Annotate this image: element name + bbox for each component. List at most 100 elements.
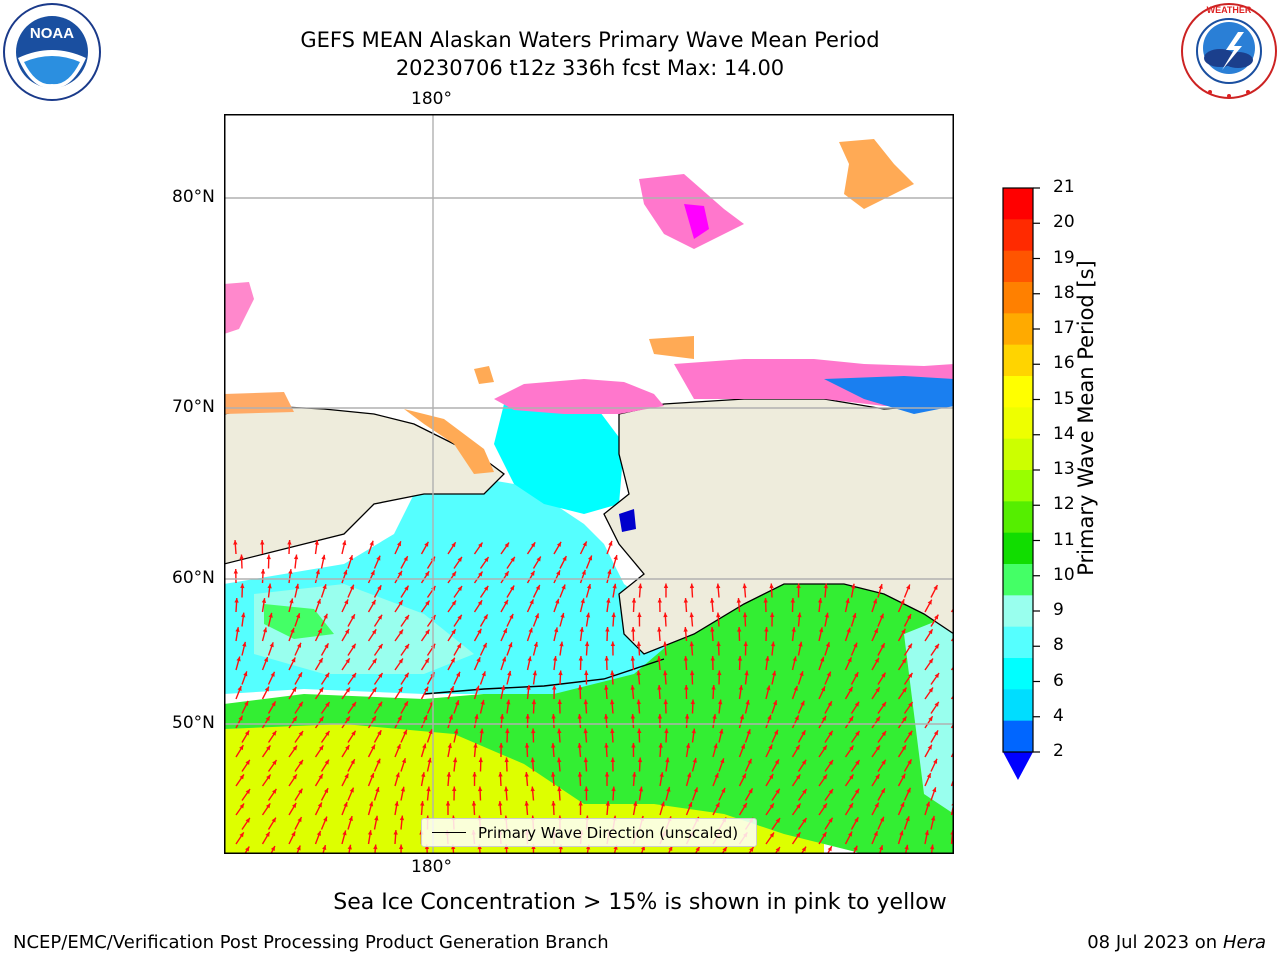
wave-arrow-head: [378, 672, 383, 678]
wave-arrow-head: [902, 687, 907, 693]
wave-arrow-head: [817, 598, 823, 603]
wave-arrow-head: [775, 818, 781, 823]
wave-arrow-head: [795, 774, 801, 780]
wave-arrow-head: [424, 571, 430, 577]
wave-arrow-head: [849, 745, 854, 751]
wave-arrow-head: [271, 701, 276, 707]
wave-arrow-head: [854, 672, 859, 678]
map-panel: [224, 114, 954, 854]
wave-arrow-head: [404, 614, 409, 620]
wave-arrow-head: [498, 801, 503, 806]
wave-arrow-head: [530, 757, 535, 763]
wave-arrow-head: [605, 801, 610, 806]
wave-arrow-head: [792, 656, 797, 662]
wave-arrow-head: [551, 801, 556, 806]
wave-arrow-head: [584, 641, 590, 647]
wave-arrow-head: [695, 846, 700, 852]
wave-arrow-head: [498, 743, 504, 748]
wave-arrow-head: [606, 598, 611, 603]
colorbar-cell: [1003, 720, 1033, 753]
wave-arrow-head: [236, 656, 241, 662]
wave-arrow-head: [742, 612, 748, 618]
wave-arrow-head: [855, 730, 860, 736]
wave-arrow-head: [767, 714, 772, 720]
wave-arrow-head: [560, 612, 565, 618]
wave-arrow-head: [659, 772, 664, 778]
wave-arrow-head: [480, 699, 485, 705]
wave-arrow-head: [242, 641, 247, 647]
wave-arrow-head: [827, 846, 832, 852]
wave-arrow-head: [509, 585, 515, 591]
wave-arrow-head: [296, 613, 301, 619]
wave-arrow-head: [928, 687, 933, 693]
wave-arrow-head: [351, 730, 356, 736]
wave-arrow-head: [775, 788, 780, 794]
wave-arrow-head: [583, 699, 588, 705]
wave-arrow-head: [422, 743, 427, 749]
wave-arrow-head: [900, 802, 905, 808]
wave-arrow-head: [851, 583, 856, 589]
wave-arrow-head: [931, 815, 936, 821]
wave-arrow-head: [526, 685, 531, 690]
wave-arrow-head: [372, 687, 377, 693]
map-border: [224, 114, 954, 854]
wave-arrow-head: [578, 801, 583, 806]
wave-arrow-head: [498, 772, 503, 777]
wave-arrow-head: [584, 786, 589, 792]
colorbar-cell: [1003, 470, 1033, 502]
wave-arrow-head: [610, 670, 615, 676]
wave-arrow-head: [584, 670, 589, 676]
wave-arrow-head: [744, 670, 749, 676]
wave-arrow-head: [533, 641, 538, 647]
wave-arrow-head: [265, 716, 270, 722]
colorbar-cell: [1003, 313, 1033, 346]
wave-arrow-head: [557, 728, 562, 734]
wave-arrow-head: [239, 832, 244, 838]
wave-arrow-head: [771, 670, 777, 676]
wave-arrow-head: [288, 569, 293, 574]
wave-arrow-head: [774, 759, 779, 765]
legend-line-swatch: [432, 832, 466, 833]
wave-arrow-head: [524, 772, 529, 777]
wave-arrow-head: [663, 641, 668, 647]
wave-arrow-head: [244, 730, 250, 736]
wave-arrow-head: [445, 801, 451, 806]
wave-arrow-head: [580, 598, 585, 604]
wave-arrow-head: [478, 571, 483, 577]
wave-arrow-head: [554, 627, 559, 633]
wave-arrow-head: [345, 716, 350, 722]
wave-arrow-head: [611, 786, 616, 792]
wave-arrow-head: [316, 830, 321, 836]
wave-arrow-head: [604, 772, 610, 777]
wave-arrow-head: [715, 802, 720, 808]
wave-arrow-head: [663, 583, 669, 589]
wave-arrow-head: [577, 714, 582, 719]
wave-arrow-head: [710, 627, 715, 632]
wave-arrow-head: [481, 671, 486, 677]
noaa-logo: NOAA: [3, 3, 101, 101]
wave-arrow-head: [770, 641, 776, 647]
wave-arrow-head: [907, 730, 913, 736]
wave-arrow-head: [604, 714, 609, 719]
wave-arrow-head: [790, 598, 795, 603]
wave-arrow-head: [588, 555, 593, 561]
wave-arrow-head: [747, 758, 752, 764]
wave-arrow-head: [631, 627, 636, 632]
wave-arrow-head: [773, 729, 778, 735]
wave-arrow-head: [424, 658, 429, 664]
wave-arrow-head: [351, 643, 356, 649]
wave-arrow-head: [852, 613, 857, 619]
wave-arrow-head: [663, 670, 668, 676]
sea-ice-caption: Sea Ice Concentration > 15% is shown in …: [333, 890, 947, 915]
wave-arrow-head: [769, 832, 775, 838]
wave-arrow-head: [934, 673, 940, 678]
wave-arrow-head: [562, 556, 567, 562]
wave-arrow-head: [875, 687, 880, 693]
wave-arrow-head: [798, 641, 803, 647]
wave-arrow-head: [802, 789, 807, 794]
wave-arrow-head: [716, 612, 721, 618]
wave-arrow-head: [740, 743, 745, 749]
wave-arrow-head: [244, 700, 249, 706]
wave-arrow-head: [849, 774, 854, 780]
wave-arrow-head: [401, 758, 407, 764]
